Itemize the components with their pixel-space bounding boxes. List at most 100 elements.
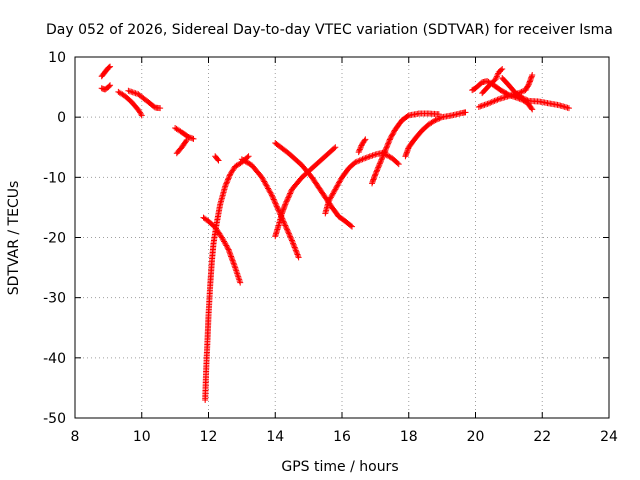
data-point — [384, 143, 391, 150]
data-point — [230, 260, 237, 267]
data-point — [387, 135, 394, 142]
data-point — [376, 161, 383, 168]
data-point — [353, 158, 360, 165]
chart-title: Day 052 of 2026, Sidereal Day-to-day VTE… — [46, 22, 613, 38]
data-point — [220, 237, 227, 244]
data-point — [231, 261, 238, 268]
data-point — [363, 154, 370, 161]
data-point — [125, 87, 132, 94]
data-point — [388, 132, 395, 139]
data-point — [382, 145, 389, 152]
data-point — [336, 178, 343, 185]
x-tick-label: 8 — [71, 429, 80, 445]
data-point — [378, 156, 385, 163]
data-point — [282, 200, 289, 207]
x-tick-label: 18 — [400, 429, 418, 445]
data-point — [487, 99, 494, 106]
series-arc-15 — [369, 110, 442, 187]
data-point — [356, 147, 363, 154]
data-point — [523, 96, 530, 103]
data-point — [521, 96, 528, 103]
data-point — [290, 241, 297, 248]
data-point — [519, 94, 526, 101]
series-arc-1 — [98, 63, 114, 80]
data-point — [282, 222, 289, 229]
data-point — [226, 247, 233, 254]
data-point — [375, 163, 382, 170]
data-point — [291, 243, 298, 250]
series-arc-8 — [202, 153, 252, 403]
data-point — [349, 223, 356, 230]
data-point — [373, 168, 380, 175]
data-point — [529, 72, 536, 79]
data-point — [360, 155, 367, 162]
data-point — [230, 259, 237, 266]
data-point — [131, 89, 138, 96]
data-point — [287, 190, 294, 197]
data-point — [377, 159, 384, 166]
data-point — [231, 263, 238, 270]
data-point — [270, 196, 277, 203]
data-point — [222, 182, 229, 189]
y-tick-label: -50 — [43, 411, 66, 427]
data-point — [384, 141, 391, 148]
data-point — [285, 229, 292, 236]
data-point — [331, 187, 338, 194]
data-point — [295, 252, 302, 259]
data-point — [284, 227, 291, 234]
x-tick-label: 20 — [467, 429, 485, 445]
data-point — [389, 131, 396, 138]
data-point — [329, 191, 336, 198]
data-point — [436, 115, 443, 122]
data-point — [493, 74, 500, 81]
data-point — [395, 161, 402, 168]
y-tick-label: 10 — [48, 50, 66, 66]
data-point — [272, 200, 279, 207]
data-point — [385, 140, 392, 147]
data-point — [528, 105, 535, 112]
data-point — [218, 234, 225, 241]
data-point — [372, 169, 379, 176]
data-point — [375, 164, 382, 171]
data-point — [282, 201, 289, 208]
data-point — [182, 138, 189, 145]
data-point — [281, 221, 288, 228]
y-tick-label: -20 — [43, 231, 66, 247]
data-point — [337, 177, 344, 184]
data-point — [226, 249, 233, 256]
data-point — [235, 275, 242, 282]
data-point — [524, 97, 531, 104]
data-point — [293, 250, 300, 257]
data-point — [369, 152, 376, 159]
data-point — [157, 105, 164, 112]
series-arc-16 — [382, 151, 402, 168]
data-point — [335, 181, 342, 188]
data-point — [374, 167, 381, 174]
data-point — [330, 190, 337, 197]
data-point — [224, 245, 231, 252]
x-tick-label: 22 — [533, 429, 551, 445]
data-point — [268, 192, 275, 199]
data-point — [286, 191, 293, 198]
data-point — [404, 113, 411, 120]
data-point — [382, 151, 389, 158]
data-point — [274, 204, 281, 211]
data-point — [356, 157, 363, 164]
data-point — [328, 193, 335, 200]
data-point — [287, 189, 294, 196]
data-point — [282, 223, 289, 230]
data-point — [285, 193, 292, 200]
data-point — [358, 156, 365, 163]
data-point — [273, 203, 280, 210]
data-point — [370, 151, 377, 158]
data-point — [294, 251, 301, 258]
x-tick-label: 16 — [333, 429, 351, 445]
data-point — [232, 266, 239, 273]
data-point — [244, 154, 251, 161]
data-point — [385, 152, 392, 159]
data-point — [288, 237, 295, 244]
data-point — [225, 175, 232, 182]
data-point — [394, 160, 401, 167]
data-point — [229, 257, 236, 264]
data-point — [271, 197, 278, 204]
